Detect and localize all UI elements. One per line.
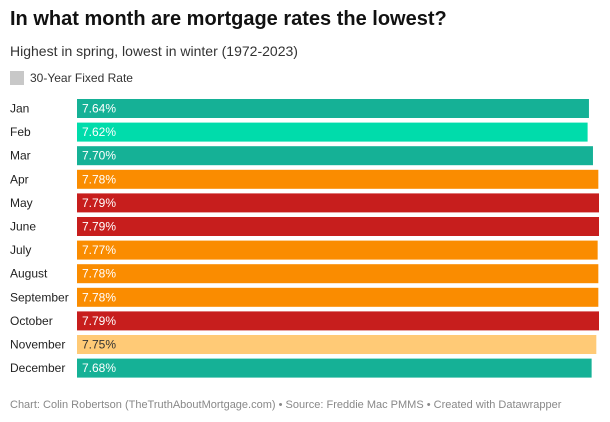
bar-value-label: 7.77% — [82, 243, 116, 257]
legend: 30-Year Fixed Rate — [10, 71, 133, 85]
category-label: Apr — [10, 172, 29, 186]
category-label: Feb — [10, 125, 31, 139]
bar — [77, 122, 588, 142]
bar — [77, 169, 599, 189]
bar-value-label: 7.79% — [82, 196, 116, 210]
category-label: July — [10, 243, 31, 257]
bar-value-label: 7.64% — [82, 102, 116, 116]
bar-value-label: 7.70% — [82, 149, 116, 163]
bar — [77, 264, 599, 284]
category-label: August — [10, 267, 48, 281]
bar-value-label: 7.78% — [82, 267, 116, 281]
bar-value-label: 7.75% — [82, 338, 116, 352]
bar-chart: Jan 7.64% Feb 7.62% Mar 7.70% Apr 7.78% May 7.79%… — [10, 99, 599, 378]
bar-value-label: 7.78% — [82, 290, 116, 304]
legend-label: 30-Year Fixed Rate — [30, 71, 133, 85]
bar-value-label: 7.79% — [82, 314, 116, 328]
category-label: May — [10, 196, 33, 210]
bar-value-label: 7.68% — [82, 361, 116, 375]
bar — [77, 311, 599, 331]
category-label: June — [10, 220, 36, 234]
category-label: September — [10, 290, 69, 304]
category-label: November — [10, 338, 65, 352]
category-label: October — [10, 314, 53, 328]
category-label: Jan — [10, 102, 29, 116]
bar — [77, 335, 597, 354]
bar-value-label: 7.78% — [82, 172, 116, 186]
bar-value-label: 7.79% — [82, 220, 116, 234]
category-label: Mar — [10, 149, 31, 163]
chart-footer: Chart: Colin Robertson (TheTruthAboutMor… — [10, 399, 562, 411]
bar — [77, 99, 589, 118]
bar — [77, 217, 599, 236]
bar — [77, 240, 598, 260]
legend-swatch — [10, 71, 24, 85]
bar-value-label: 7.62% — [82, 125, 116, 139]
chart-subtitle: Highest in spring, lowest in winter (197… — [10, 43, 298, 59]
bar — [77, 146, 593, 166]
bar — [77, 358, 592, 378]
bar — [77, 193, 599, 213]
category-label: December — [10, 361, 65, 375]
chart-title: In what month are mortgage rates the low… — [10, 8, 447, 30]
bar — [77, 287, 599, 307]
